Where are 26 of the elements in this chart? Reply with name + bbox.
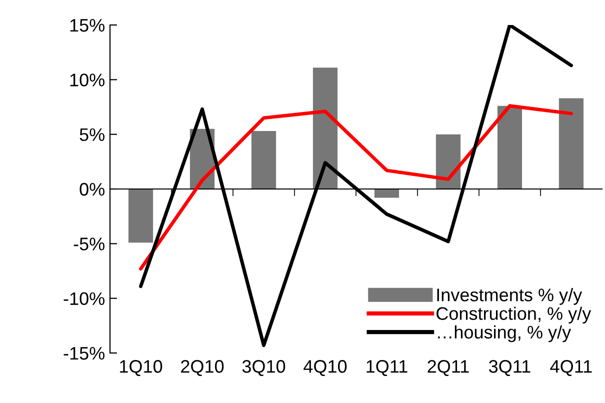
y-tick-label: -15% <box>64 347 104 360</box>
x-tick-label: 4Q11 <box>550 360 592 376</box>
line-series <box>139 104 573 271</box>
y-tick-label: 5% <box>80 128 104 142</box>
x-tick-label: 3Q11 <box>489 360 530 376</box>
bar <box>497 106 522 189</box>
legend-label: Investments % y/y <box>437 288 582 305</box>
x-tick-label: 2Q10 <box>181 360 224 376</box>
bar <box>251 131 276 189</box>
x-tick-label: 1Q10 <box>120 360 162 376</box>
bar <box>312 68 338 189</box>
y-tick-label: 0% <box>80 182 104 196</box>
bar <box>436 134 461 189</box>
legend-label: …housing, % y/y <box>438 325 572 342</box>
y-tick-label: 15% <box>70 19 104 32</box>
bar <box>558 98 584 189</box>
x-tick-label: 4Q10 <box>304 360 347 376</box>
x-tick-label: 3Q10 <box>242 360 286 376</box>
x-tick-label: 1Q11 <box>366 360 408 376</box>
x-tick-label: 2Q11 <box>428 360 469 376</box>
y-tick-label: 10% <box>70 74 104 86</box>
bar <box>374 189 400 198</box>
bar <box>128 189 154 243</box>
y-tick-label: -5% <box>74 238 104 250</box>
y-tick-label: -10% <box>64 292 104 306</box>
legend-label: Construction, % y/y <box>436 306 592 324</box>
